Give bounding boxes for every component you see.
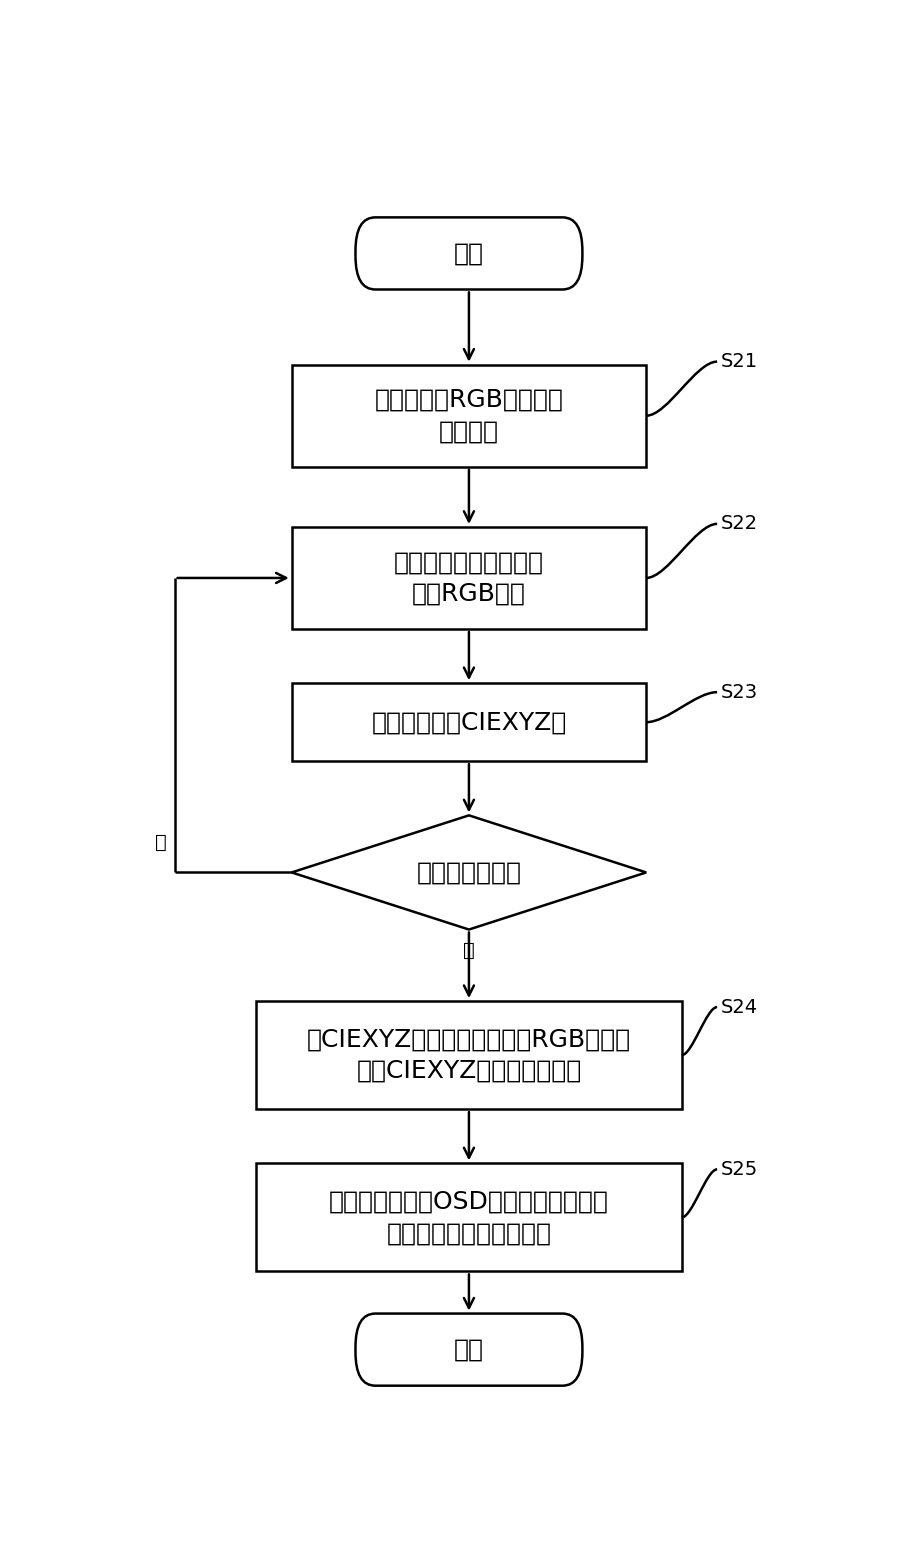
- Text: 将CIEXYZ测量值和颜色集中RGB色值对
应的CIEXYZ参考值进行对比: 将CIEXYZ测量值和颜色集中RGB色值对 应的CIEXYZ参考值进行对比: [307, 1027, 631, 1083]
- Text: S22: S22: [721, 515, 758, 534]
- FancyBboxPatch shape: [355, 217, 582, 289]
- Text: 颜色集读取完成: 颜色集读取完成: [416, 860, 522, 885]
- Text: 逐个读取并显示颜色集
中的RGB色值: 逐个读取并显示颜色集 中的RGB色值: [394, 549, 544, 606]
- Text: 开始: 开始: [454, 242, 484, 265]
- FancyBboxPatch shape: [355, 1313, 582, 1386]
- Text: S23: S23: [721, 682, 758, 701]
- Text: 用显示器自带的OSD界面，来呈现显示
器当前的呈色性能和色差: 用显示器自带的OSD界面，来呈现显示 器当前的呈色性能和色差: [329, 1189, 608, 1246]
- Text: S21: S21: [721, 353, 758, 372]
- Text: 否: 否: [155, 834, 167, 852]
- Bar: [292, 365, 646, 467]
- Text: 结束: 结束: [454, 1338, 484, 1361]
- Bar: [292, 528, 646, 629]
- Bar: [292, 684, 646, 762]
- Bar: [256, 1001, 682, 1110]
- Text: 构建由若干RGB色值组成
的颜色集: 构建由若干RGB色值组成 的颜色集: [374, 387, 564, 443]
- Bar: [256, 1163, 682, 1272]
- Text: 是: 是: [463, 941, 475, 960]
- Text: S25: S25: [721, 1160, 758, 1179]
- Text: 测量显示器的CIEXYZ值: 测量显示器的CIEXYZ值: [371, 710, 566, 734]
- Text: S24: S24: [721, 997, 758, 1016]
- Polygon shape: [292, 815, 646, 929]
